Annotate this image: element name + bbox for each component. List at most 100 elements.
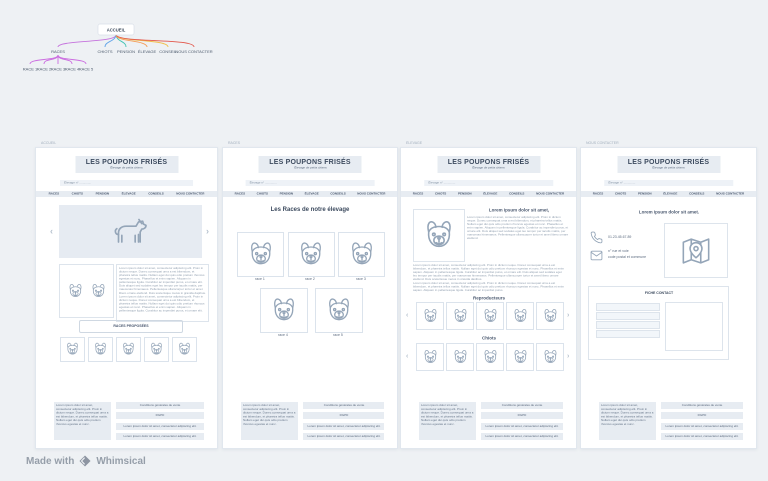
sitemap-node-race2[interactable]: RACE 2 — [37, 67, 52, 72]
reproducteur-card[interactable] — [446, 302, 474, 330]
footer-link-lorem2[interactable]: Lorem ipsum dolor sit amet, consectetur … — [303, 432, 384, 440]
footer-link-lorem1[interactable]: Lorem ipsum dolor sit amet, consectetur … — [303, 422, 384, 430]
form-input-4[interactable] — [596, 330, 660, 338]
sitemap-node-pension[interactable]: PENSION — [117, 49, 135, 54]
footer-link-cgv[interactable]: Conditions générales de vente — [481, 402, 563, 409]
carousel-next-icon[interactable]: › — [567, 353, 570, 360]
dog-face-icon — [421, 348, 440, 367]
sitemap-node-chiots[interactable]: CHIOTS — [97, 49, 112, 54]
carousel-prev-icon[interactable]: ‹ — [50, 226, 53, 236]
nav-item-races[interactable]: RACES — [412, 192, 424, 196]
nav-item-races[interactable]: RACES — [48, 192, 60, 196]
chiot-card[interactable] — [536, 343, 564, 371]
race-card-4[interactable] — [259, 288, 308, 333]
nav-item-contacter[interactable]: NOUS CONTACTER — [716, 192, 745, 196]
nav-item-races[interactable]: RACES — [234, 192, 246, 196]
nav-item-elevage[interactable]: ÉLEVAGE — [663, 192, 678, 196]
footer-link-rgpd[interactable]: RGPD — [303, 412, 384, 420]
carousel-next-icon[interactable]: › — [567, 312, 570, 319]
footer-link-lorem2[interactable]: Lorem ipsum dolor sit amet, consectetur … — [661, 432, 743, 440]
hero-image-placeholder[interactable] — [59, 205, 202, 258]
footer-link-rgpd[interactable]: RGPD — [481, 412, 563, 420]
chiot-card[interactable] — [446, 343, 474, 371]
mail-icon — [590, 249, 603, 262]
form-input-1[interactable] — [596, 303, 660, 311]
chiot-card[interactable] — [476, 343, 504, 371]
nav-item-pension[interactable]: PENSION — [458, 192, 472, 196]
nav-item-chiots[interactable]: CHIOTS — [434, 192, 447, 196]
reproducteur-card[interactable] — [416, 302, 444, 330]
nav-item-conseils[interactable]: CONSEILS — [330, 192, 346, 196]
sitemap-node-contacter[interactable]: NOUS CONTACTER — [175, 49, 212, 54]
nav-item-pension[interactable]: PENSION — [95, 192, 110, 196]
nav-item-elevage[interactable]: ÉLEVAGE — [304, 192, 319, 196]
race-card-1[interactable] — [237, 232, 284, 277]
race-thumb-card[interactable] — [144, 337, 169, 362]
reproducteur-card[interactable] — [476, 302, 504, 330]
sitemap-node-race3[interactable]: RACE 3 — [51, 67, 66, 72]
map-placeholder[interactable] — [664, 223, 728, 278]
nav-item-conseils[interactable]: CONSEILS — [509, 192, 525, 196]
sitemap-node-conseil[interactable]: CONSEIL — [159, 49, 177, 54]
dogs-photo-placeholder[interactable] — [59, 264, 114, 318]
whimsical-watermark[interactable]: Made with Whimsical — [26, 454, 146, 468]
nav-item-chiots[interactable]: CHIOTS — [71, 192, 83, 196]
nav-item-pension[interactable]: PENSION — [279, 192, 294, 196]
carousel-prev-icon[interactable]: ‹ — [406, 353, 409, 360]
footer-link-lorem2[interactable]: Lorem ipsum dolor sit amet, consectetur … — [116, 432, 204, 440]
footer-link-cgv[interactable]: Conditions générales de vente — [661, 402, 743, 409]
footer-link-rgpd[interactable]: RGPD — [116, 412, 204, 420]
nav-item-chiots[interactable]: CHIOTS — [256, 192, 268, 196]
sitemap-node-accueil[interactable]: ACCUEIL — [97, 23, 135, 36]
nav-item-races[interactable]: RACES — [592, 192, 604, 196]
dog-face-icon — [541, 307, 560, 326]
footer-link-lorem1[interactable]: Lorem ipsum dolor sit amet, consectetur … — [661, 422, 743, 430]
race-card-3[interactable] — [338, 232, 385, 277]
nav-item-contacter[interactable]: NOUS CONTACTER — [536, 192, 565, 196]
dog-face-icon — [295, 239, 327, 271]
site-title: LES POUPONS FRISÉS — [85, 158, 168, 166]
nav-item-chiots[interactable]: CHIOTS — [614, 192, 627, 196]
race-card-2[interactable] — [287, 232, 335, 277]
race-card-5[interactable] — [315, 288, 363, 333]
footer-link-lorem1[interactable]: Lorem ipsum dolor sit amet, consectetur … — [116, 422, 204, 430]
reproducteur-card[interactable] — [506, 302, 534, 330]
nav-item-contacter[interactable]: NOUS CONTACTER — [357, 192, 386, 196]
dog-face-icon — [148, 341, 165, 358]
sitemap-node-races[interactable]: RACES — [51, 49, 65, 54]
footer-link-cgv[interactable]: Conditions générales de vente — [116, 402, 204, 409]
nav-item-contacter[interactable]: NOUS CONTACTER — [176, 192, 205, 196]
frame-title: NOUS CONTACTER — [586, 141, 619, 146]
carousel-prev-icon[interactable]: ‹ — [406, 312, 409, 319]
footer-link-lorem2[interactable]: Lorem ipsum dolor sit amet, consectetur … — [481, 432, 563, 440]
nav-item-conseils[interactable]: CONSEILS — [689, 192, 705, 196]
sitemap-node-race5[interactable]: RACE 5 — [79, 67, 94, 72]
chiot-card[interactable] — [416, 343, 444, 371]
elevage-photo-placeholder[interactable] — [413, 209, 465, 262]
footer-link-lorem1[interactable]: Lorem ipsum dolor sit amet, consectetur … — [481, 422, 563, 430]
race-thumb-card[interactable] — [172, 337, 197, 362]
nav-item-pension[interactable]: PENSION — [638, 192, 652, 196]
race-thumb-card[interactable] — [116, 337, 141, 362]
race-card-label: race 5 — [333, 333, 343, 338]
chiot-card[interactable] — [506, 343, 534, 371]
footer-link-cgv[interactable]: Conditions générales de vente — [303, 402, 384, 409]
form-input-3[interactable] — [596, 321, 660, 329]
races-button[interactable]: RACES PROPOSÉES — [79, 320, 183, 333]
nav-item-elevage[interactable]: ÉLEVAGE — [483, 192, 498, 196]
footer-link-rgpd[interactable]: RGPD — [661, 412, 743, 420]
carousel-next-icon[interactable]: › — [206, 226, 209, 236]
race-thumb-card[interactable] — [60, 337, 85, 362]
sitemap-node-race1[interactable]: RACE 1 — [23, 67, 38, 72]
nav-item-conseils[interactable]: CONSEILS — [148, 192, 164, 196]
dog-face-icon — [511, 348, 530, 367]
site-header: LES POUPONS FRISÉS Élevage de petits chi… — [617, 156, 720, 173]
reproducteur-card[interactable] — [536, 302, 564, 330]
form-input-2[interactable] — [596, 312, 660, 320]
elevage-body-text-2: Lorem ipsum dolor sit amet, consectetur … — [413, 282, 565, 293]
nav-item-elevage[interactable]: ÉLEVAGE — [121, 192, 136, 196]
sitemap-node-elevage[interactable]: ÉLEVAGE — [138, 49, 157, 54]
race-thumb-card[interactable] — [88, 337, 113, 362]
form-message-area[interactable] — [665, 302, 723, 351]
sitemap-node-race4[interactable]: RACE 4 — [65, 67, 80, 72]
